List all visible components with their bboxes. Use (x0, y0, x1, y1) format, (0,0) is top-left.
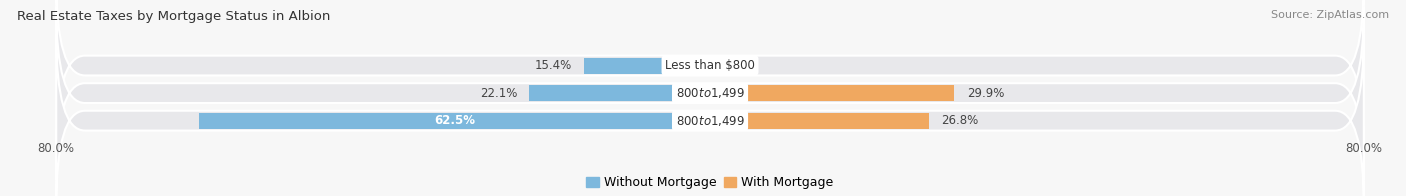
FancyBboxPatch shape (56, 0, 1364, 152)
Bar (530, 85, 710, 101)
Text: 26.8%: 26.8% (941, 114, 979, 127)
Bar (710, 113, 929, 129)
Text: $800 to $1,499: $800 to $1,499 (675, 86, 745, 100)
Text: 29.9%: 29.9% (967, 87, 1004, 100)
Text: 15.4%: 15.4% (534, 59, 572, 72)
Text: Less than $800: Less than $800 (665, 59, 755, 72)
Text: $800 to $1,499: $800 to $1,499 (675, 114, 745, 128)
FancyBboxPatch shape (56, 6, 1364, 180)
Text: 22.1%: 22.1% (479, 87, 517, 100)
Bar (583, 58, 710, 74)
FancyBboxPatch shape (56, 34, 1364, 196)
Legend: Without Mortgage, With Mortgage: Without Mortgage, With Mortgage (581, 172, 839, 194)
Text: 0.0%: 0.0% (723, 59, 752, 72)
Bar (710, 85, 955, 101)
Text: Real Estate Taxes by Mortgage Status in Albion: Real Estate Taxes by Mortgage Status in … (17, 10, 330, 23)
Bar (200, 113, 710, 129)
Text: 62.5%: 62.5% (434, 114, 475, 127)
Text: Source: ZipAtlas.com: Source: ZipAtlas.com (1271, 10, 1389, 20)
